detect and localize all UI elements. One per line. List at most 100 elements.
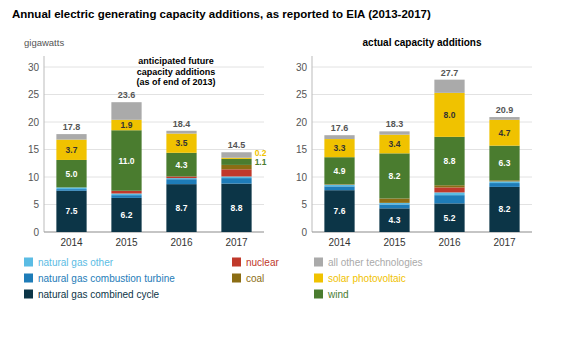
data-label: 3.5 xyxy=(176,138,188,148)
x-tick-label: 2015 xyxy=(115,237,138,248)
bar-segment xyxy=(56,160,86,188)
bar-segment xyxy=(434,187,464,192)
legend-label: natural gas combined cycle xyxy=(38,289,160,300)
bar-segment xyxy=(324,139,354,157)
data-label: 8.0 xyxy=(444,110,456,120)
y-tick-label: 20 xyxy=(28,117,40,128)
bar-segment xyxy=(379,203,409,205)
bar-segment xyxy=(166,131,196,134)
data-label: 5.2 xyxy=(444,213,456,223)
bar-segment xyxy=(434,192,464,195)
labels: 7.56.28.78.85.011.04.31.13.71.93.50.217.… xyxy=(63,90,267,220)
data-label: 5.0 xyxy=(66,169,78,179)
total-label: 18.3 xyxy=(386,119,404,129)
y-tick-label: 25 xyxy=(28,89,40,100)
data-label: 8.7 xyxy=(176,203,188,213)
legend-swatch xyxy=(232,258,241,267)
bar-segment xyxy=(166,179,196,184)
bar-segment xyxy=(379,135,409,154)
bar-segment xyxy=(56,187,86,189)
legend-swatch xyxy=(232,274,241,283)
bar-segment xyxy=(489,120,519,146)
bar-segment xyxy=(434,80,464,93)
subtitle: anticipated futurecapacity additions(as … xyxy=(136,56,215,87)
panel: 05101520253020142015201620177.56.28.78.8… xyxy=(24,37,267,248)
x-tick-label: 2014 xyxy=(60,237,83,248)
y-tick-label: 0 xyxy=(33,227,39,238)
data-label: 4.7 xyxy=(499,128,511,138)
bar-segment xyxy=(221,178,251,184)
bar-segment xyxy=(379,198,409,202)
bar-segment xyxy=(111,198,141,232)
y-tick-label: 25 xyxy=(296,89,308,100)
data-label: 6.2 xyxy=(121,210,133,220)
bars xyxy=(324,80,519,232)
bar-segment xyxy=(111,102,141,120)
bar-segment xyxy=(221,159,251,165)
bar-segment xyxy=(111,120,141,130)
bar-segment xyxy=(324,157,354,184)
data-label: 7.6 xyxy=(334,206,346,216)
bar-segment xyxy=(221,176,251,178)
grid-line xyxy=(312,67,532,68)
data-label: 7.5 xyxy=(66,206,78,216)
bar-segment xyxy=(166,153,196,177)
y-tick-label: 30 xyxy=(28,62,40,73)
bar-segment xyxy=(111,195,141,198)
x-tick-label: 2016 xyxy=(438,237,461,248)
legend-swatch xyxy=(24,290,33,299)
legend-label: nuclear xyxy=(246,257,279,268)
y-tick-label: 15 xyxy=(296,144,308,155)
bar-segment xyxy=(324,184,354,185)
bar-segment xyxy=(166,184,196,232)
bar-segment xyxy=(221,158,251,159)
data-label: 4.3 xyxy=(389,215,401,225)
chart-root: 05101520253020142015201620177.56.28.78.8… xyxy=(0,0,574,337)
data-label: 3.4 xyxy=(389,139,401,149)
data-label: 1.9 xyxy=(121,120,133,130)
bar-segment xyxy=(324,186,354,190)
data-label: 8.2 xyxy=(389,171,401,181)
y-tick-label: 15 xyxy=(28,144,40,155)
bar-segment xyxy=(166,176,196,178)
legend: natural gas other natural gas combustion … xyxy=(24,257,423,300)
total-label: 17.6 xyxy=(331,123,349,133)
x-tick-label: 2015 xyxy=(383,237,406,248)
data-label: 0.2 xyxy=(255,148,267,158)
subtitle-line: capacity additions xyxy=(137,67,216,77)
total-label: 27.7 xyxy=(441,68,459,78)
bars xyxy=(56,102,251,232)
x-tick-label: 2017 xyxy=(225,237,248,248)
bar-segment xyxy=(56,134,86,140)
bar-segment xyxy=(379,205,409,209)
bar-segment xyxy=(489,181,519,183)
bar-segment xyxy=(379,153,409,198)
total-label: 18.4 xyxy=(173,119,191,129)
subtitle: actual capacity additions xyxy=(363,37,482,48)
legend-swatch xyxy=(24,274,33,283)
bar-segment xyxy=(166,134,196,153)
legend-label: natural gas combustion turbine xyxy=(38,273,175,284)
legend-label: all other technologies xyxy=(328,257,423,268)
bar-segment xyxy=(489,187,519,232)
bar-segment xyxy=(434,137,464,185)
total-label: 23.6 xyxy=(118,90,136,100)
x-tick-label: 2017 xyxy=(493,237,516,248)
bar-segment xyxy=(489,180,519,181)
bar-segment xyxy=(324,190,354,232)
bar-segment xyxy=(489,183,519,187)
bar-segment xyxy=(221,152,251,158)
total-label: 14.5 xyxy=(228,140,246,150)
bar-segment xyxy=(489,117,519,120)
title: Annual electric generating capacity addi… xyxy=(12,8,431,20)
total-label: 17.8 xyxy=(63,122,81,132)
data-label: 8.8 xyxy=(231,203,243,213)
data-label: 3.3 xyxy=(334,143,346,153)
data-label: 6.3 xyxy=(499,158,511,168)
y-axis-line xyxy=(44,56,45,232)
bar-segment xyxy=(434,195,464,203)
bar-segment xyxy=(111,194,141,196)
total-label: 20.9 xyxy=(496,105,514,115)
legend-label: natural gas other xyxy=(38,257,114,268)
x-tick-label: 2014 xyxy=(328,237,351,248)
